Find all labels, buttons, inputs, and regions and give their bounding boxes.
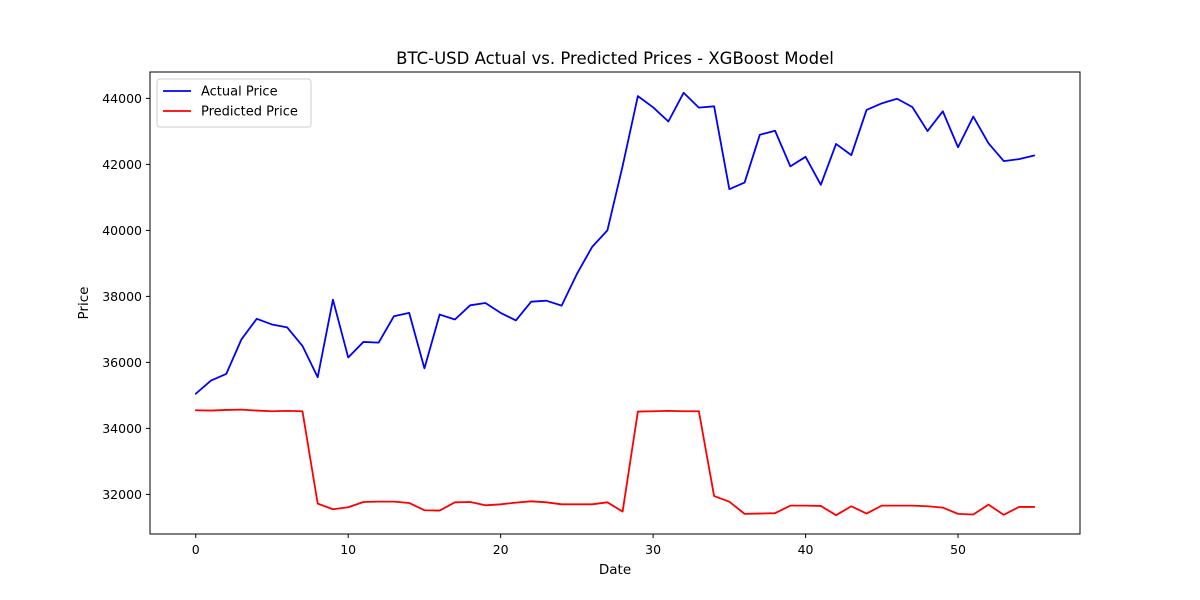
- x-axis-ticks: 0 10 20 30 40 50: [192, 534, 966, 557]
- y-axis-ticks: 32000 34000 36000 38000 40000 42000 44000: [102, 91, 150, 502]
- x-tick-label: 50: [950, 542, 966, 557]
- chart-title: BTC-USD Actual vs. Predicted Prices - XG…: [396, 49, 834, 68]
- x-axis-label: Date: [599, 562, 631, 578]
- y-tick-label: 44000: [102, 91, 142, 106]
- x-tick-label: 20: [493, 542, 509, 557]
- y-tick-label: 42000: [102, 157, 142, 172]
- plot-area: [194, 91, 1036, 517]
- legend-box: [156, 78, 312, 128]
- y-tick-label: 38000: [102, 289, 142, 304]
- y-tick-label: 32000: [102, 487, 142, 502]
- legend-label: Predicted Price: [201, 105, 298, 120]
- x-tick-label: 40: [798, 542, 814, 557]
- y-tick-label: 34000: [102, 421, 142, 436]
- x-tick-label: 0: [192, 542, 200, 557]
- x-tick-label: 30: [645, 542, 661, 557]
- x-tick-label: 10: [340, 542, 356, 557]
- y-tick-label: 40000: [102, 223, 142, 238]
- legend: Actual Price Predicted Price: [156, 78, 312, 128]
- series-line-predicted-price: [194, 408, 1036, 517]
- legend-label: Actual Price: [201, 85, 278, 100]
- plot-frame: [149, 71, 1081, 535]
- series-line-actual-price: [194, 91, 1036, 395]
- y-tick-label: 36000: [102, 355, 142, 370]
- y-axis-label: Price: [76, 287, 92, 320]
